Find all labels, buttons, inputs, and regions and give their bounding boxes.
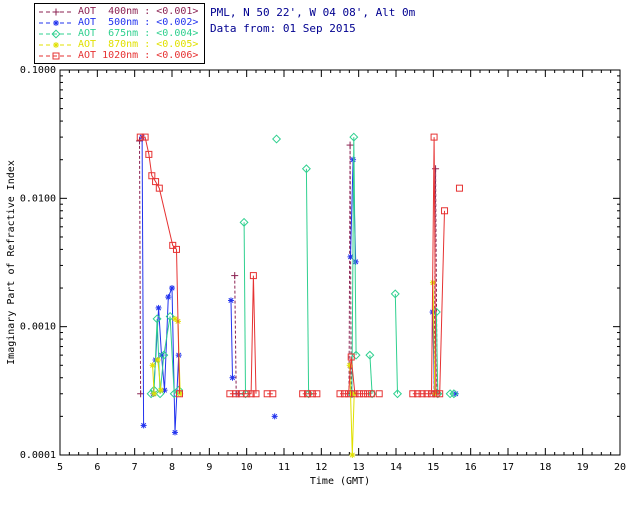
x-tick-label: 10 (241, 462, 253, 473)
legend-label: AOT 500nm : <0.002> (78, 17, 199, 28)
station-info: PML, N 50 22', W 04 08', Alt 0m (210, 6, 416, 19)
legend-label: AOT 675nm : <0.004> (78, 28, 199, 39)
y-tick-label: 0.0100 (20, 193, 56, 204)
x-tick-label: 17 (502, 462, 514, 473)
x-tick-label: 14 (390, 462, 402, 473)
x-axis: 5 6 7 8 9 10 11 12 13 14 15 16 17 18 19 20 (57, 70, 626, 473)
x-tick-label: 6 (94, 462, 100, 473)
series-aot-675nm (146, 132, 459, 399)
x-tick-label: 19 (577, 462, 589, 473)
x-axis-label: Time (GMT) (310, 476, 370, 487)
legend-label: AOT 400nm : <0.001> (78, 6, 199, 17)
series-aot-400nm (136, 137, 441, 398)
legend-item-aot-500nm: AOT 500nm : <0.002> (38, 17, 198, 28)
y-tick-label: 0.0001 (20, 450, 56, 461)
data-date: Data from: 01 Sep 2015 (210, 22, 356, 35)
legend-line-sample-icon (39, 28, 73, 39)
x-tick-label: 9 (206, 462, 212, 473)
series-aot-1020nm (136, 133, 463, 398)
legend-line-sample-icon (39, 52, 73, 59)
x-tick-label: 16 (465, 462, 477, 473)
y-tick-label: 0.0010 (20, 322, 56, 333)
y-tick-label: 0.1000 (20, 65, 56, 76)
legend-box: AOT 400nm : <0.001> AOT 500nm : <0.002> AO… (34, 3, 206, 64)
legend-item-aot-400nm: AOT 400nm : <0.001> (38, 6, 198, 17)
legend-line-sample-icon (39, 8, 73, 15)
x-tick-label: 18 (539, 462, 551, 473)
legend-item-aot-1020nm: AOT 1020nm : <0.006> (38, 50, 198, 61)
x-tick-label: 12 (315, 462, 327, 473)
y-axis-label: Imaginary Part of Refractive Index (6, 160, 17, 365)
legend-item-aot-870nm: AOT 870nm : <0.005> (38, 39, 198, 50)
series-aot-500nm (139, 134, 459, 436)
x-tick-label: 13 (353, 462, 365, 473)
x-tick-label: 7 (132, 462, 138, 473)
legend-label: AOT 1020nm : <0.006> (78, 50, 199, 61)
y-axis: 0.0001 0.0010 0.0100 0.1000 (20, 65, 620, 461)
x-tick-label: 8 (169, 462, 175, 473)
x-tick-label: 15 (427, 462, 439, 473)
legend-item-aot-675nm: AOT 675nm : <0.004> (38, 28, 198, 39)
series-aot-870nm (149, 279, 438, 458)
legend-line-sample-icon (39, 19, 73, 26)
x-tick-label: 11 (278, 462, 290, 473)
legend-label: AOT 870nm : <0.005> (78, 39, 199, 50)
legend-line-sample-icon (39, 41, 73, 48)
x-tick-label: 20 (614, 462, 626, 473)
x-tick-label: 5 (57, 462, 63, 473)
